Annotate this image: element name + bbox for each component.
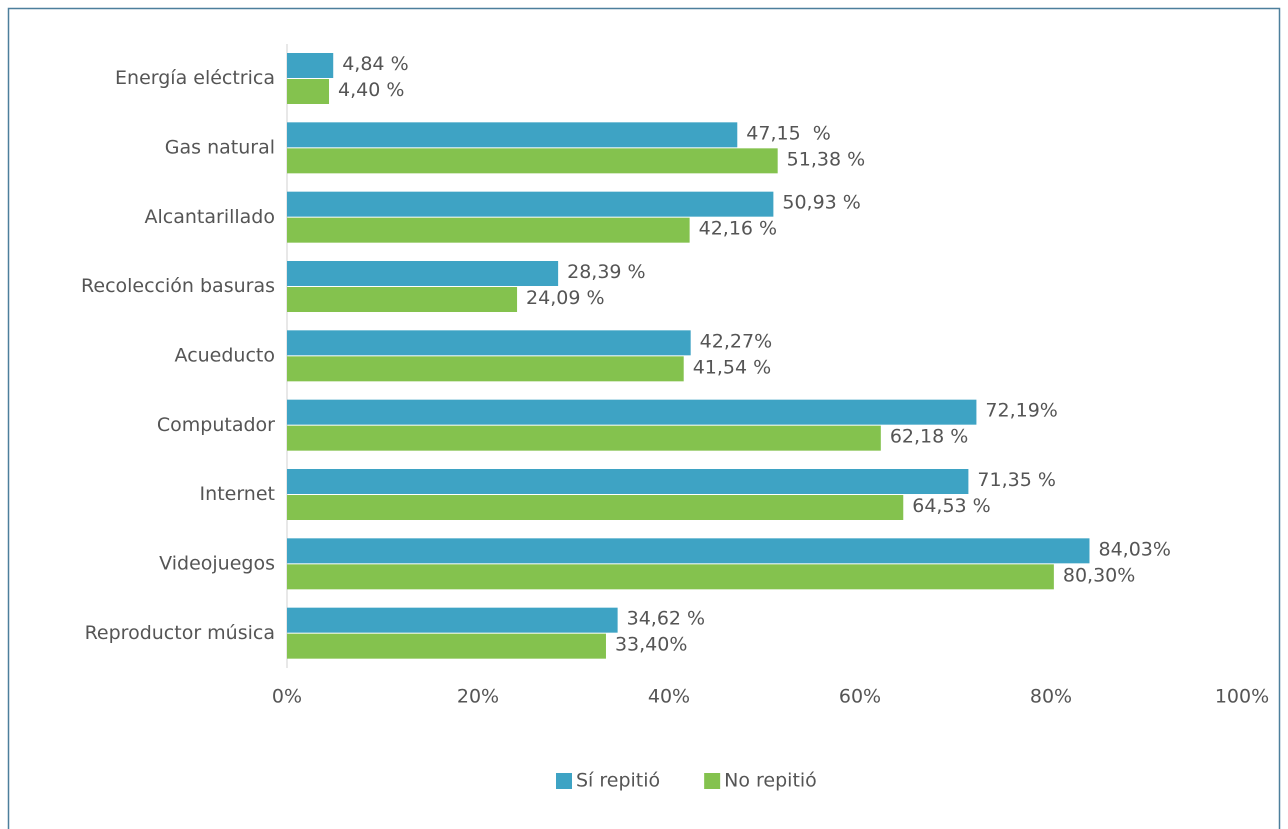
x-tick-label: 40% — [648, 686, 690, 708]
bar — [287, 564, 1054, 590]
x-tick-label: 0% — [272, 686, 302, 708]
value-label: 84,03% — [1098, 538, 1170, 560]
bar — [287, 79, 330, 104]
value-label: 28,39 % — [567, 261, 646, 283]
value-label: 62,18 % — [890, 426, 969, 448]
bar — [287, 469, 969, 494]
bar — [287, 191, 774, 217]
bar — [287, 495, 904, 520]
bar — [287, 633, 606, 659]
x-tick-label: 60% — [839, 686, 881, 708]
y-tick-label: Reproductor música — [85, 622, 275, 644]
y-tick-label: Energía eléctrica — [115, 67, 275, 89]
bar — [287, 287, 518, 312]
legend-label: Sí repitió — [576, 770, 660, 792]
value-label: 24,09 % — [526, 287, 605, 309]
legend-swatch — [556, 773, 572, 789]
chart-frame — [7, 7, 1281, 829]
value-label: 42,27% — [700, 330, 772, 352]
y-tick-label: Alcantarillado — [145, 206, 275, 228]
bar — [287, 148, 778, 174]
value-label: 71,35 % — [977, 469, 1056, 491]
value-label: 4,84 % — [342, 53, 408, 75]
y-tick-label: Computador — [157, 414, 275, 436]
value-label: 4,40 % — [338, 79, 404, 101]
value-label: 64,53 % — [912, 495, 991, 517]
value-label: 33,40% — [615, 634, 687, 656]
bar — [287, 399, 977, 425]
value-label: 47,15 % — [746, 122, 831, 144]
bar — [287, 122, 738, 148]
value-label: 41,54 % — [693, 356, 772, 378]
value-label: 34,62 % — [627, 608, 706, 630]
value-label: 51,38 % — [787, 148, 866, 170]
legend-swatch — [704, 773, 721, 789]
y-tick-label: Gas natural — [165, 137, 275, 159]
legend-label: No repitió — [724, 770, 817, 792]
value-label: 42,16 % — [699, 218, 778, 240]
x-tick-label: 20% — [457, 686, 499, 708]
y-tick-label: Recolección basuras — [81, 275, 275, 297]
bar — [287, 217, 690, 243]
y-tick-label: Videojuegos — [159, 553, 275, 575]
bar — [287, 607, 618, 633]
value-label: 50,93 % — [782, 192, 861, 214]
bar — [287, 538, 1090, 564]
x-tick-label: 80% — [1030, 686, 1072, 708]
value-label: 80,30% — [1063, 564, 1135, 586]
bar — [287, 330, 691, 356]
y-tick-label: Acueducto — [175, 345, 275, 367]
bar — [287, 53, 334, 78]
bar — [287, 425, 881, 451]
y-tick-label: Internet — [200, 483, 275, 505]
x-tick-label: 100% — [1215, 686, 1269, 708]
value-label: 72,19% — [985, 400, 1057, 422]
bar — [287, 356, 684, 382]
bar — [287, 261, 559, 286]
